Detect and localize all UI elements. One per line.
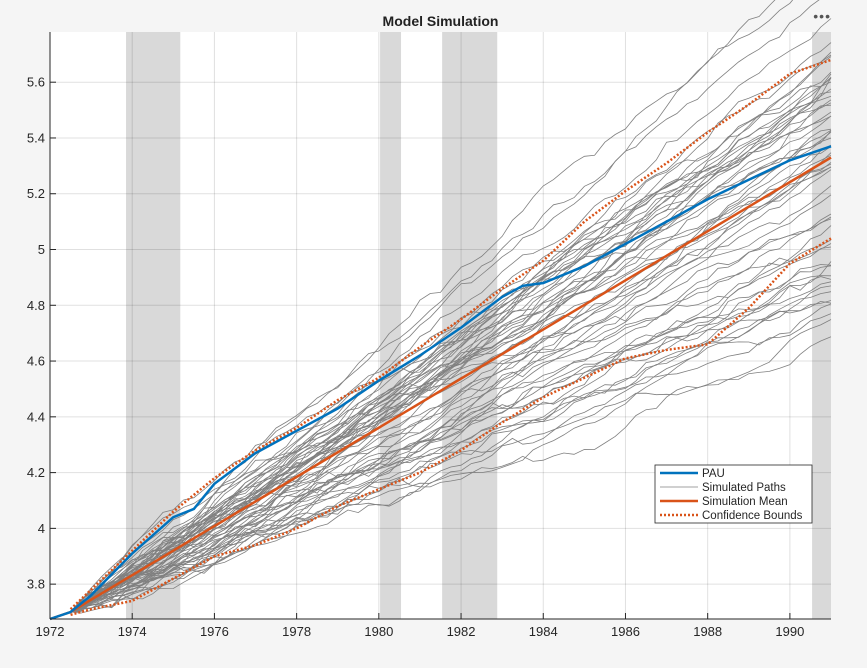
- simulated-path: [70, 51, 832, 613]
- x-tick-label: 1980: [364, 624, 393, 639]
- simulated-path: [70, 319, 832, 613]
- simulated-path: [70, 281, 832, 613]
- simulated-path: [70, 42, 832, 613]
- y-tick-label: 5: [38, 242, 45, 257]
- x-tick-label: 1990: [775, 624, 804, 639]
- y-tick-label: 5.6: [27, 75, 45, 90]
- simulated-path: [70, 264, 832, 613]
- simulated-path: [70, 163, 832, 613]
- y-tick-label: 4.4: [27, 409, 45, 424]
- confidence-bound-upper: [69, 58, 832, 611]
- simulated-path: [70, 276, 832, 613]
- y-tick-label: 4.8: [27, 298, 45, 313]
- y-tick-label: 4.2: [27, 465, 45, 480]
- simulated-path: [70, 313, 832, 613]
- x-tick-label: 1972: [36, 624, 65, 639]
- y-tick-label: 5.2: [27, 186, 45, 201]
- x-tick-label: 1974: [118, 624, 147, 639]
- y-tick-label: 3.8: [27, 577, 45, 592]
- chart-title: Model Simulation: [383, 13, 499, 29]
- legend: PAU Simulated Paths Simulation Mean Confide…: [654, 464, 813, 524]
- x-tick-label: 1986: [611, 624, 640, 639]
- simulated-path: [70, 111, 832, 613]
- legend-label: Simulation Mean: [702, 496, 788, 508]
- pau-line: [49, 145, 832, 621]
- simulated-path: [70, 213, 832, 613]
- simulated-path: [70, 218, 832, 613]
- x-tick-label: 1982: [447, 624, 476, 639]
- simulated-path: [70, 102, 832, 613]
- x-tick-label: 1988: [693, 624, 722, 639]
- recession-shade: [380, 32, 402, 619]
- simulated-path: [70, 115, 832, 613]
- simulated-path: [70, 185, 832, 613]
- legend-label: Confidence Bounds: [702, 510, 803, 522]
- x-tick-label: 1978: [282, 624, 311, 639]
- simulated-path: [70, 194, 832, 613]
- legend-label: PAU: [702, 468, 725, 480]
- simulated-path: [70, 162, 832, 613]
- simulated-path: [70, 128, 832, 613]
- more-options-icon[interactable]: •••: [813, 8, 831, 24]
- simulated-path: [70, 243, 832, 613]
- simulated-path: [70, 152, 832, 613]
- simulated-path: [70, 246, 832, 613]
- x-tick-label: 1984: [529, 624, 558, 639]
- simulated-path: [70, 0, 820, 613]
- simulated-path: [70, 71, 832, 613]
- x-tick-label: 1976: [200, 624, 229, 639]
- legend-label: Simulated Paths: [702, 482, 786, 494]
- y-tick-label: 4.6: [27, 354, 45, 369]
- simulated-path: [70, 0, 776, 613]
- confidence-bound-lower: [70, 237, 832, 617]
- simulated-path: [70, 56, 832, 613]
- simulated-path: [70, 169, 832, 613]
- simulated-path: [70, 285, 832, 613]
- simulated-path: [70, 303, 832, 613]
- simulated-path: [70, 144, 832, 613]
- recession-shade: [812, 32, 831, 619]
- y-tick-label: 5.4: [27, 130, 45, 145]
- legend-box: [654, 464, 813, 524]
- y-tick-label: 4: [38, 521, 45, 536]
